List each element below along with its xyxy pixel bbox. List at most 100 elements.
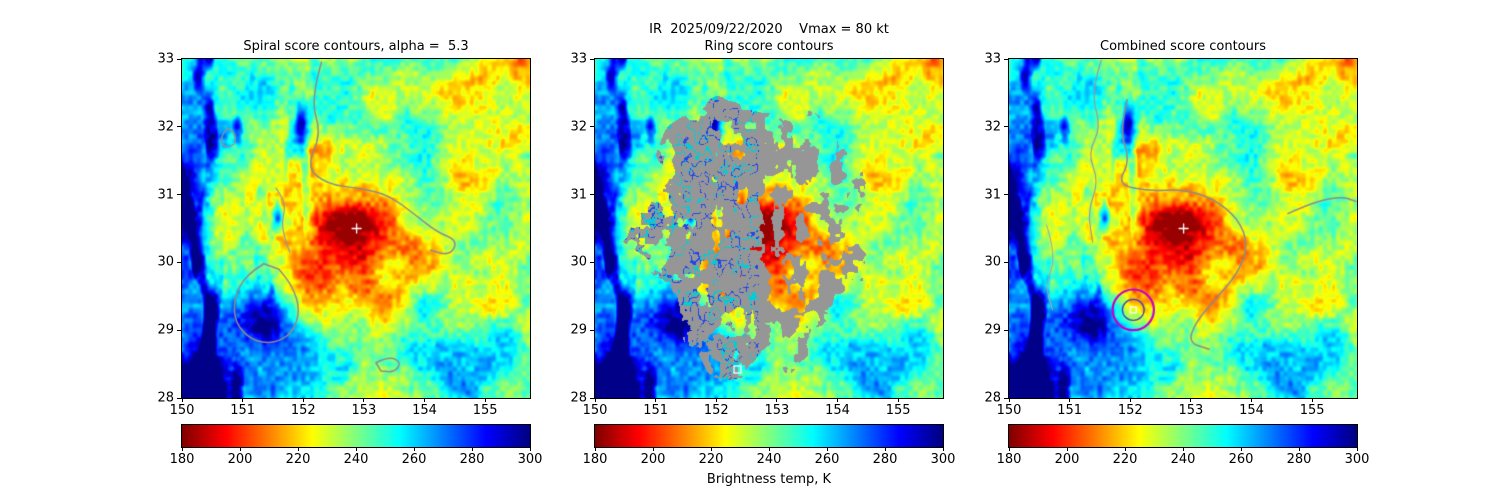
colorbar-tick <box>297 447 299 451</box>
x-tick-label: 151 <box>1057 403 1083 418</box>
x-tick <box>484 398 486 402</box>
colorbar-tick-label: 200 <box>640 452 666 467</box>
x-tick-label: 155 <box>1299 403 1325 418</box>
colorbar-3 <box>1008 424 1358 448</box>
x-tick-label: 152 <box>1117 403 1143 418</box>
colorbar-tick <box>1008 447 1010 451</box>
y-tick <box>177 58 181 60</box>
y-tick-label: 30 <box>570 254 587 270</box>
x-tick <box>1008 398 1010 402</box>
y-tick <box>1004 329 1008 331</box>
colorbar-tick-label: 280 <box>872 452 898 467</box>
panel-title-spiral: Spiral score contours, alpha = 5.3 <box>243 39 469 54</box>
x-tick-label: 153 <box>351 403 377 418</box>
y-tick <box>1004 126 1008 128</box>
x-tick <box>1129 398 1131 402</box>
colorbar-1 <box>181 424 531 448</box>
colorbar-tick <box>181 447 183 451</box>
x-tick <box>776 398 778 402</box>
x-tick <box>302 398 304 402</box>
x-tick <box>424 398 425 402</box>
colorbar-tick <box>239 447 241 451</box>
colorbar-tick <box>1240 447 1242 451</box>
x-tick <box>181 398 183 402</box>
colorbar-tick <box>413 447 415 451</box>
map-axes-1 <box>181 58 531 399</box>
colorbar-tick-label: 240 <box>756 452 782 467</box>
x-tick-label: 150 <box>169 403 195 418</box>
colorbar-tick-label: 260 <box>401 452 427 467</box>
y-tick-label: 32 <box>984 119 1001 135</box>
ir-map-canvas-2 <box>595 59 943 398</box>
colorbar-tick <box>529 447 531 451</box>
x-tick-label: 154 <box>412 403 437 418</box>
colorbar-tick-label: 220 <box>698 452 724 467</box>
x-tick <box>363 398 365 402</box>
x-tick <box>1190 398 1192 402</box>
figure-suptitle: IR 2025/09/22/2020 Vmax = 80 kt <box>649 22 889 37</box>
colorbar-tick <box>884 447 886 451</box>
map-axes-2 <box>594 58 944 399</box>
colorbar-tick <box>594 447 596 451</box>
y-tick-label: 30 <box>157 254 174 270</box>
map-axes-3 <box>1008 58 1358 399</box>
colorbar-tick-label: 280 <box>459 452 485 467</box>
y-tick-label: 29 <box>984 322 1001 338</box>
colorbar-tick <box>355 447 357 451</box>
y-tick <box>1004 194 1008 196</box>
y-tick-label: 28 <box>984 390 1001 406</box>
y-tick <box>590 261 594 263</box>
y-tick-label: 30 <box>984 254 1001 270</box>
colorbar-tick <box>826 447 828 451</box>
colorbar-axis-label: Brightness temp, K <box>706 472 832 487</box>
y-tick <box>177 126 181 128</box>
panel-title-combined: Combined score contours <box>1100 39 1266 54</box>
x-tick-label: 153 <box>764 403 790 418</box>
panel-title-ring: Ring score contours <box>704 39 834 54</box>
x-tick-label: 151 <box>230 403 256 418</box>
colorbar-tick <box>1124 447 1126 451</box>
y-tick <box>177 329 181 331</box>
y-tick <box>1004 58 1008 60</box>
x-tick <box>1311 398 1313 402</box>
y-tick-label: 33 <box>570 51 587 67</box>
y-tick <box>177 397 181 399</box>
x-tick <box>897 398 899 402</box>
colorbar-tick-label: 300 <box>1344 452 1370 467</box>
colorbar-tick-label: 260 <box>1228 452 1254 467</box>
y-tick-label: 31 <box>570 187 587 203</box>
colorbar-tick-label: 260 <box>814 452 840 467</box>
colorbar-tick-label: 180 <box>996 452 1022 467</box>
x-tick-label: 154 <box>1239 403 1264 418</box>
y-tick <box>590 329 594 331</box>
colorbar-tick-label: 240 <box>343 452 369 467</box>
y-tick-label: 32 <box>157 119 174 135</box>
y-tick-label: 29 <box>570 322 587 338</box>
colorbar-tick-label: 300 <box>930 452 956 467</box>
x-tick <box>242 398 244 402</box>
x-tick-label: 155 <box>472 403 498 418</box>
colorbar-tick <box>942 447 944 451</box>
x-tick <box>594 398 596 402</box>
y-tick-label: 29 <box>157 322 174 338</box>
x-tick <box>1251 398 1252 402</box>
colorbar-tick-label: 300 <box>517 452 543 467</box>
colorbar-tick-label: 200 <box>1054 452 1080 467</box>
colorbar-tick <box>1066 447 1068 451</box>
y-tick-label: 31 <box>984 187 1001 203</box>
y-tick-label: 28 <box>157 390 174 406</box>
x-tick-label: 150 <box>582 403 608 418</box>
x-tick <box>715 398 717 402</box>
colorbar-tick <box>1356 447 1358 451</box>
y-tick-label: 31 <box>157 187 174 203</box>
x-tick-label: 152 <box>290 403 316 418</box>
ir-map-canvas-1 <box>182 59 530 398</box>
colorbar-2 <box>594 424 944 448</box>
x-tick <box>1069 398 1071 402</box>
colorbar-tick-label: 240 <box>1170 452 1196 467</box>
x-tick-label: 152 <box>703 403 729 418</box>
y-tick <box>177 261 181 263</box>
y-tick <box>177 194 181 196</box>
colorbar-tick <box>471 447 473 451</box>
